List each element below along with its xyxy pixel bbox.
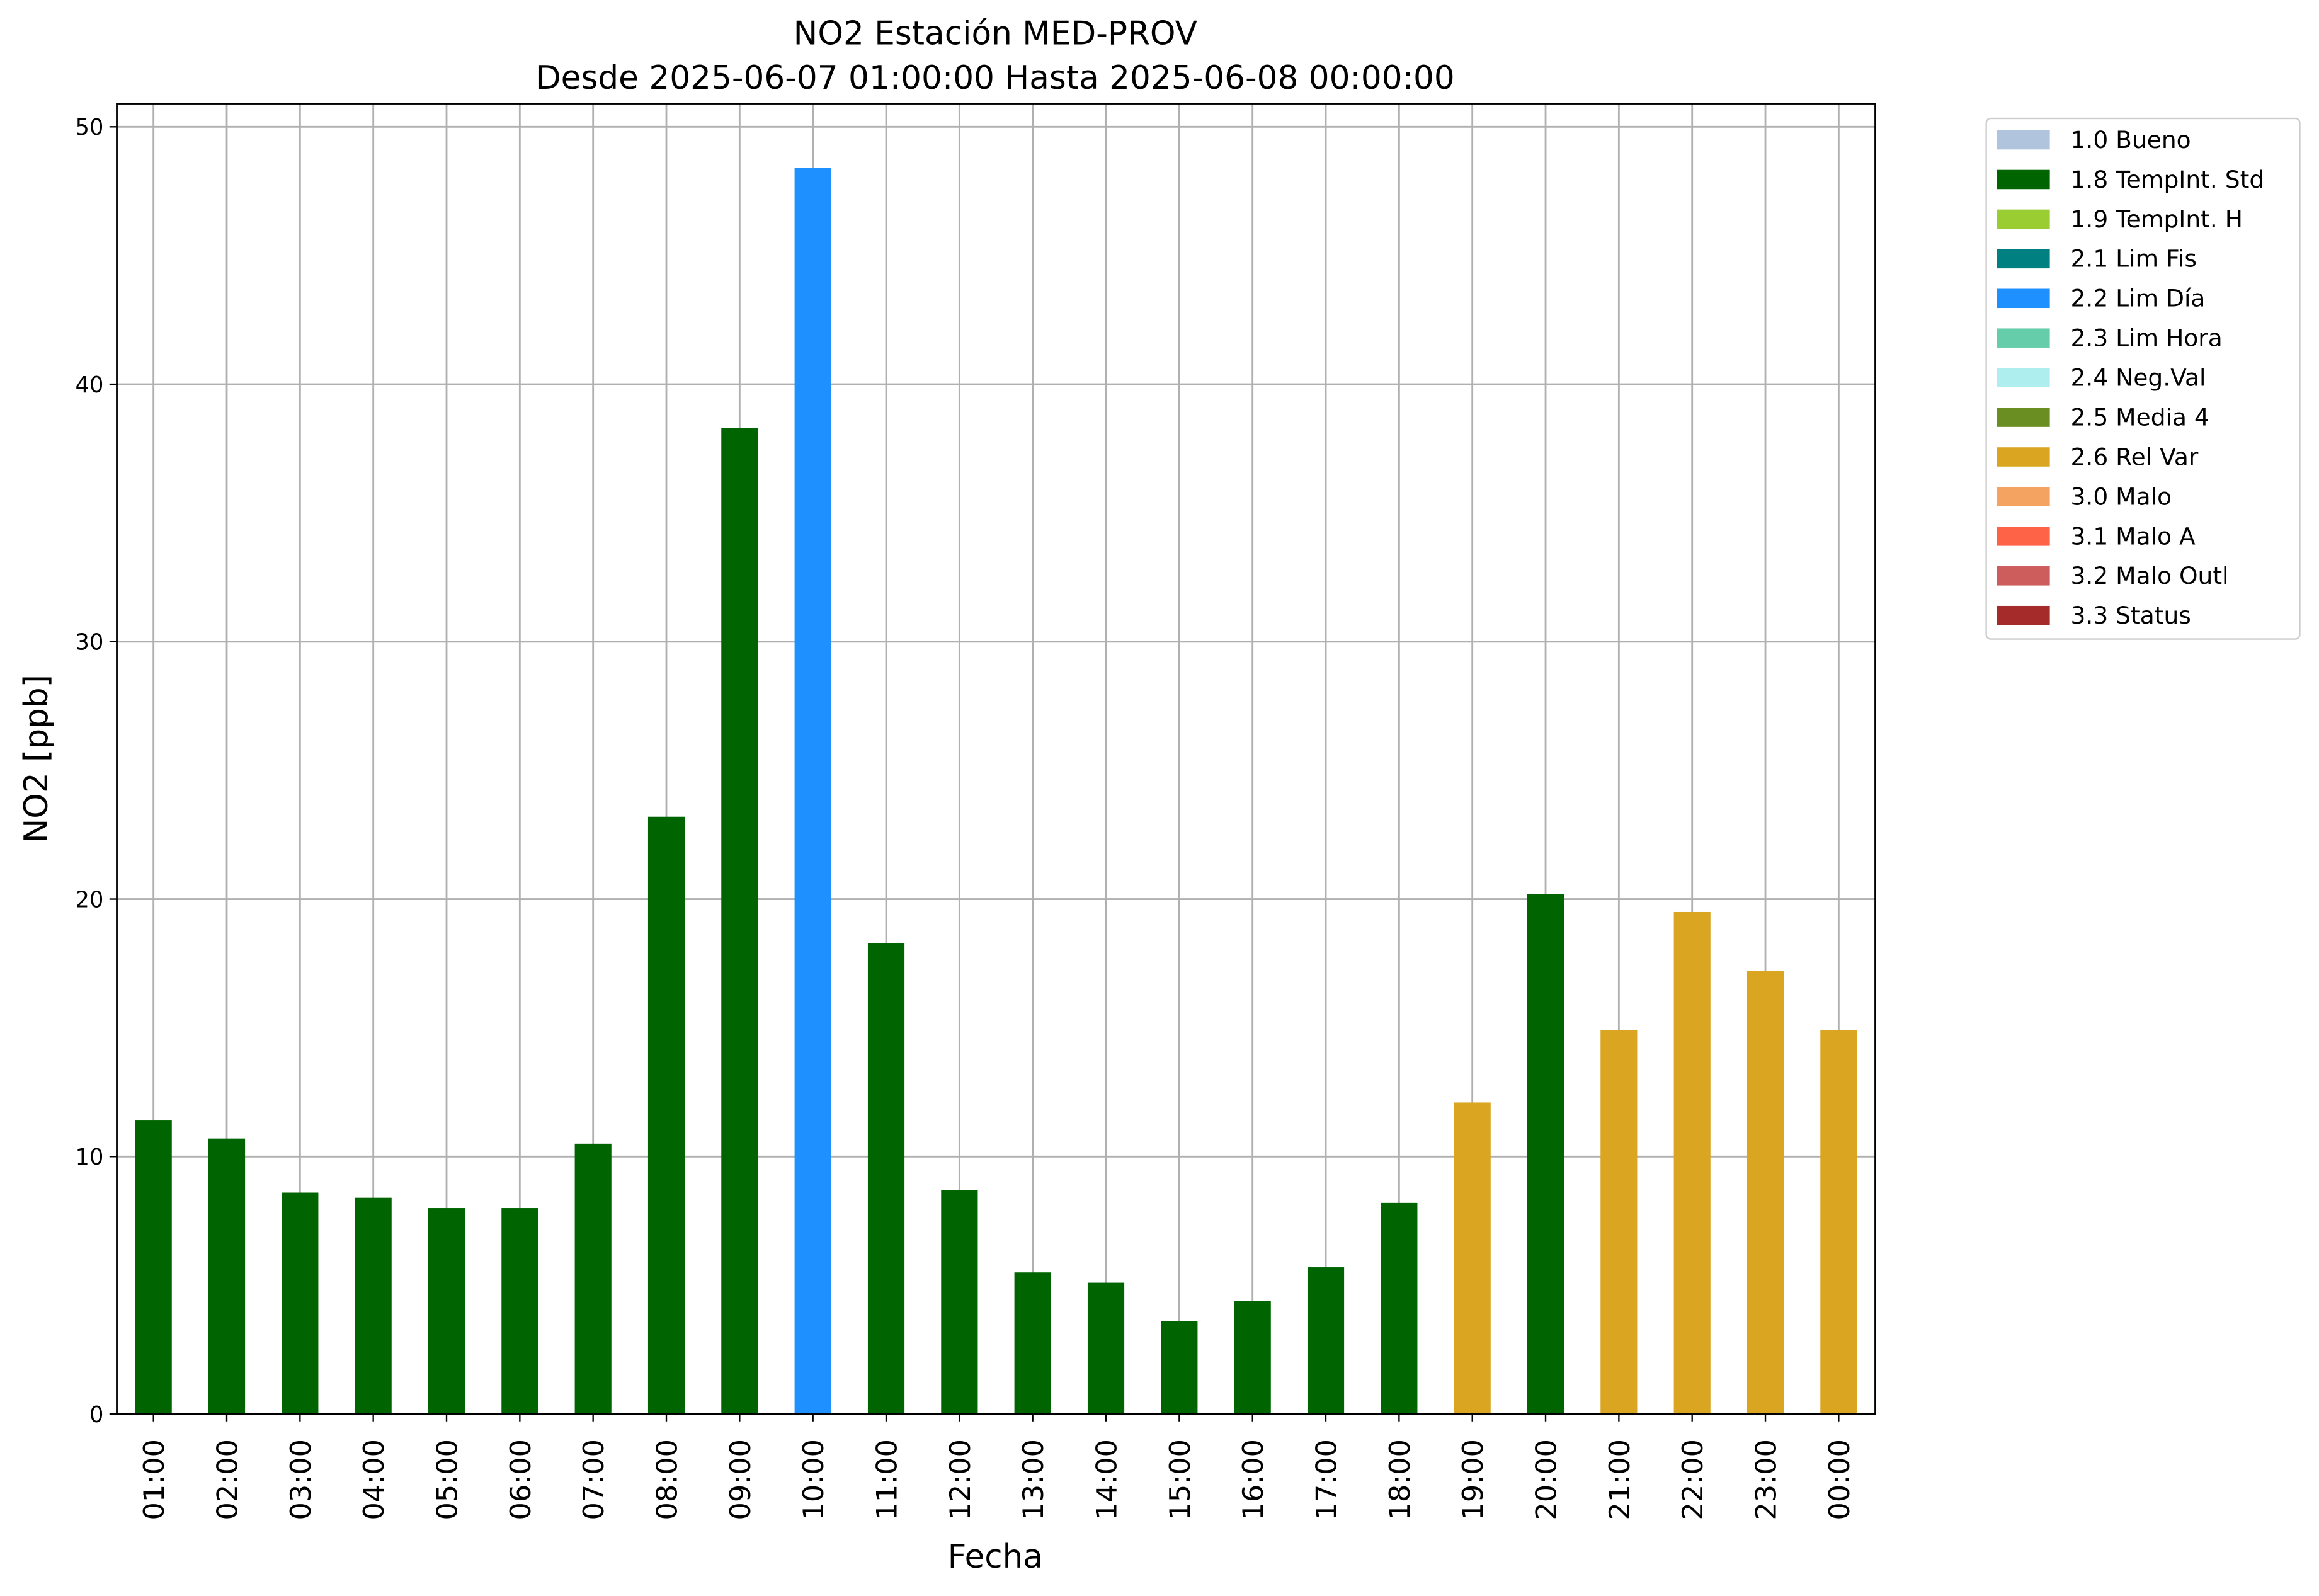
legend-swatch bbox=[1997, 288, 2050, 309]
x-tick-label: 03:00 bbox=[285, 1439, 317, 1520]
legend-label: 3.0 Malo bbox=[2071, 482, 2172, 510]
legend-label: 2.6 Rel Var bbox=[2071, 443, 2199, 470]
x-axis-label: Fecha bbox=[948, 1538, 1043, 1576]
x-tick-label: 04:00 bbox=[358, 1439, 390, 1520]
x-tick-label: 08:00 bbox=[651, 1439, 683, 1520]
x-tick-label: 21:00 bbox=[1604, 1439, 1636, 1520]
x-tick-label: 13:00 bbox=[1017, 1439, 1050, 1520]
bar bbox=[428, 1208, 465, 1415]
chart-subtitle: Desde 2025-06-07 01:00:00 Hasta 2025-06-… bbox=[536, 59, 1455, 97]
x-tick-label: 09:00 bbox=[724, 1439, 757, 1520]
x-tick-label: 06:00 bbox=[504, 1439, 537, 1520]
y-tick-label: 10 bbox=[76, 1144, 104, 1170]
y-tick-label: 50 bbox=[76, 115, 104, 140]
y-tick-label: 30 bbox=[76, 630, 104, 656]
x-tick-label: 22:00 bbox=[1677, 1439, 1709, 1520]
bar bbox=[1014, 1272, 1051, 1415]
bar bbox=[1381, 1202, 1418, 1415]
legend-swatch bbox=[1997, 249, 2050, 269]
x-tick-label: 19:00 bbox=[1457, 1439, 1490, 1520]
x-tick-label: 02:00 bbox=[211, 1439, 244, 1520]
x-tick-label: 15:00 bbox=[1164, 1439, 1197, 1520]
x-tick-label: 11:00 bbox=[870, 1439, 903, 1520]
x-tick-label: 16:00 bbox=[1237, 1439, 1270, 1520]
legend-swatch bbox=[1997, 169, 2050, 190]
legend-swatch bbox=[1997, 605, 2050, 625]
chart-title: NO2 Estación MED-PROV bbox=[794, 15, 1197, 53]
bars bbox=[135, 168, 1857, 1415]
bar bbox=[1673, 911, 1711, 1415]
legend-label: 2.2 Lim Día bbox=[2071, 285, 2206, 312]
x-tick-label: 10:00 bbox=[797, 1439, 830, 1520]
x-tick-label: 07:00 bbox=[578, 1439, 610, 1520]
bar bbox=[355, 1197, 392, 1415]
y-tick-label: 20 bbox=[76, 887, 104, 913]
legend-swatch bbox=[1997, 527, 2050, 546]
x-tick-label: 05:00 bbox=[431, 1439, 464, 1520]
legend-box bbox=[1985, 117, 2301, 640]
y-tick-label: 40 bbox=[76, 372, 104, 398]
bar bbox=[208, 1138, 246, 1415]
x-tick-label: 23:00 bbox=[1750, 1439, 1782, 1520]
bar bbox=[135, 1120, 172, 1415]
x-tick-label: 18:00 bbox=[1384, 1439, 1416, 1520]
bar bbox=[1087, 1282, 1125, 1415]
legend-label: 1.9 TempInt. H bbox=[2071, 205, 2243, 233]
legend-label: 3.2 Malo Outl bbox=[2071, 562, 2229, 590]
legend-swatch bbox=[1997, 408, 2050, 427]
bar bbox=[1234, 1301, 1271, 1415]
plot-frame bbox=[116, 103, 1876, 1415]
bar bbox=[1600, 1030, 1638, 1415]
bar bbox=[941, 1190, 978, 1415]
y-axis-label: NO2 [ppb] bbox=[18, 675, 55, 843]
bar bbox=[867, 943, 905, 1415]
legend-label: 3.1 Malo A bbox=[2071, 522, 2196, 550]
x-tick-label: 20:00 bbox=[1530, 1439, 1563, 1520]
x-tick-label: 12:00 bbox=[944, 1439, 977, 1520]
legend-label: 3.3 Status bbox=[2071, 601, 2191, 629]
bar bbox=[501, 1208, 538, 1415]
legend-label: 2.5 Media 4 bbox=[2071, 403, 2209, 431]
legend-swatch bbox=[1997, 447, 2050, 467]
x-tick-label: 00:00 bbox=[1823, 1439, 1856, 1520]
bar bbox=[647, 816, 685, 1415]
bar bbox=[1454, 1102, 1491, 1415]
bar bbox=[1820, 1030, 1857, 1415]
legend-swatch bbox=[1997, 130, 2050, 150]
bar bbox=[1746, 971, 1784, 1415]
y-tick-label: 0 bbox=[89, 1402, 103, 1428]
bar bbox=[1161, 1321, 1198, 1415]
legend-label: 1.8 TempInt. Std bbox=[2071, 166, 2265, 193]
legend-label: 1.0 Bueno bbox=[2071, 126, 2191, 154]
bar bbox=[1307, 1267, 1345, 1415]
bar bbox=[1527, 894, 1564, 1415]
bar bbox=[721, 428, 758, 1415]
legend-swatch bbox=[1997, 566, 2050, 586]
legend-swatch bbox=[1997, 487, 2050, 506]
bar bbox=[794, 168, 831, 1415]
legend-swatch bbox=[1997, 209, 2050, 229]
bar bbox=[574, 1143, 612, 1415]
legend-label: 2.3 Lim Hora bbox=[2071, 324, 2223, 352]
x-tick-label: 14:00 bbox=[1090, 1439, 1123, 1520]
bar bbox=[282, 1192, 319, 1415]
x-tick-label: 01:00 bbox=[138, 1439, 171, 1520]
legend-label: 2.4 Neg.Val bbox=[2071, 364, 2206, 392]
legend-swatch bbox=[1997, 368, 2050, 387]
legend-label: 2.1 Lim Fis bbox=[2071, 245, 2197, 273]
legend-swatch bbox=[1997, 328, 2050, 348]
x-tick-label: 17:00 bbox=[1310, 1439, 1343, 1520]
